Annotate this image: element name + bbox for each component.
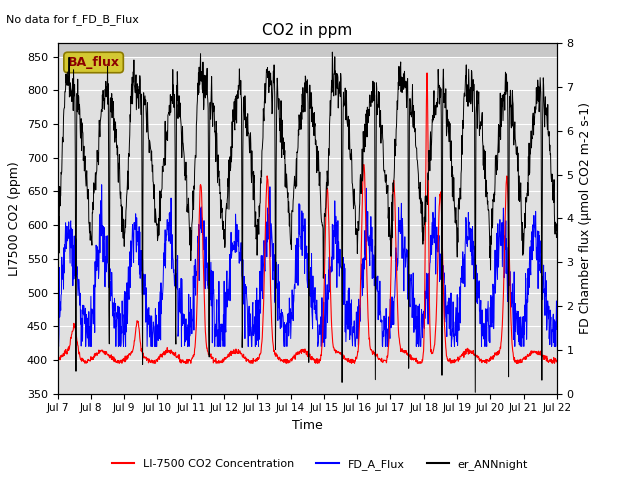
Text: BA_flux: BA_flux	[68, 56, 120, 69]
Title: CO2 in ppm: CO2 in ppm	[262, 23, 353, 38]
Text: No data for f_FD_B_Flux: No data for f_FD_B_Flux	[6, 14, 140, 25]
X-axis label: Time: Time	[292, 419, 323, 432]
Legend: LI-7500 CO2 Concentration, FD_A_Flux, er_ANNnight: LI-7500 CO2 Concentration, FD_A_Flux, er…	[108, 455, 532, 474]
Bar	[58, 43, 557, 57]
Y-axis label: FD Chamber flux (μmol CO2 m-2 s-1): FD Chamber flux (μmol CO2 m-2 s-1)	[579, 102, 592, 335]
Y-axis label: LI7500 CO2 (ppm): LI7500 CO2 (ppm)	[8, 161, 21, 276]
